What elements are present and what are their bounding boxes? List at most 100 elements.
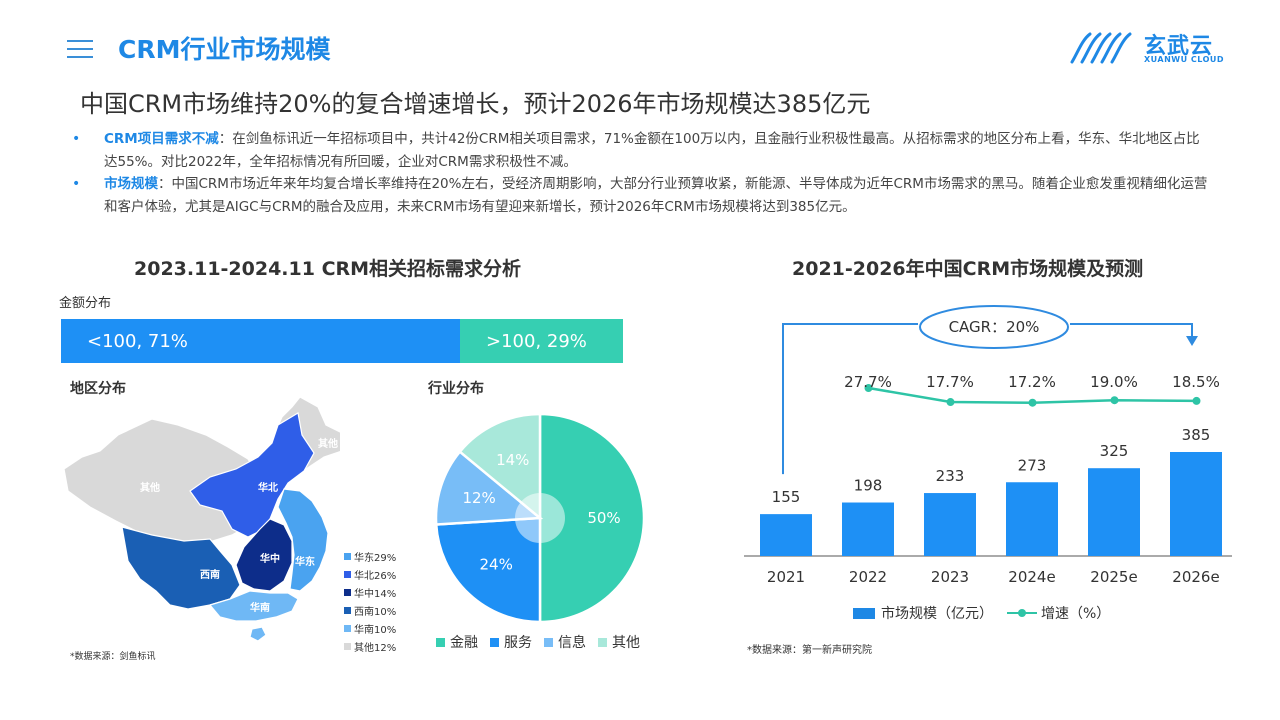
x-tick-label: 2022 [849,568,887,586]
industry-label: 行业分布 [428,381,484,397]
pie-divider-3 [520,501,541,519]
map-label-south: 华南 [250,601,270,614]
growth-point [864,384,873,393]
map-legend-swatch [344,624,351,632]
pie-legend-label: 服务 [504,635,532,651]
map-region-hainan [249,626,267,642]
bullet-item: • CRM项目需求不减：在剑鱼标讯近一年招标项目中，共计42份CRM相关项目需求… [72,128,1212,173]
bullet-list: • CRM项目需求不减：在剑鱼标讯近一年招标项目中，共计42份CRM相关项目需求… [72,128,1212,218]
pie-slice-2 [434,449,544,526]
pie-legend: 金融 服务 信息 其他 [436,632,652,652]
map-region-south [208,590,299,622]
logo-subtext: XUANWU CLOUD [1144,55,1225,64]
map-legend-swatch [344,606,351,614]
x-tick-label: 2021 [767,568,805,586]
left-source-note: *数据来源：剑鱼标讯 [70,652,156,662]
bar-2026e [1170,452,1222,556]
map-legend-swatch [344,588,351,596]
map-label-east: 华东 [295,555,315,568]
logo: 玄武云 XUANWU CLOUD [1068,28,1228,72]
map-region-north [189,412,315,538]
pie-slice-1 [434,516,542,624]
pie-legend-item-1: 服务 [490,632,532,652]
logo-mark-icon [1070,32,1132,64]
map-legend-swatch [344,552,351,560]
bar-chart-legend: 市场规模（亿元） 增速（%） [853,603,1110,623]
pie-label-1: 24% [480,556,513,574]
map-legend-item-5: 其他12% [344,637,396,655]
map-legend-item-4: 华南10% [344,619,396,637]
pie-legend-label: 其他 [612,635,640,651]
logo-text: 玄武云 [1144,34,1214,59]
bullet-text: ：在剑鱼标讯近一年招标项目中，共计42份CRM相关项目需求，71%金额在100万… [104,131,1200,170]
headline: 中国CRM市场维持20%的复合增速增长，预计2026年市场规模达385亿元 [80,90,871,118]
growth-label: 27.7% [844,373,892,391]
cagr-arrow-icon [1186,336,1198,346]
pie-slice-3 [458,412,542,521]
map-legend-label: 西南10% [354,606,397,618]
legend-line-label: 增速（%） [1041,606,1111,622]
map-region-central [235,518,293,592]
map-legend-label: 华中14% [354,588,397,600]
bar-value-label: 155 [772,488,801,506]
industry-pie-chart: 50% 24% 12% 14% [434,412,646,624]
map-label-north: 华北 [258,481,278,494]
map-legend-item-0: 华东29% [344,547,396,565]
china-region-map: 其他 其他 华北 西南 华中 华东 华南 [63,396,340,642]
pie-legend-item-0: 金融 [436,632,478,652]
bar-value-label: 198 [854,477,883,495]
growth-label: 18.5% [1172,373,1220,391]
bullet-dot: • [72,176,81,192]
menu-icon[interactable] [67,40,93,58]
map-label-central: 华中 [260,552,280,565]
map-legend-item-2: 华中14% [344,583,396,601]
pie-label-2: 12% [462,489,495,507]
map-legend-label: 华北26% [354,570,397,582]
legend-bar-label: 市场规模（亿元） [881,606,993,622]
bar-value-label: 273 [1018,456,1047,474]
amount-segment-0: <100, 71% [61,319,461,363]
pie-legend-swatch [598,637,607,647]
pie-label-3: 14% [496,451,529,469]
map-legend-swatch [344,570,351,578]
bar-value-label: 325 [1100,442,1129,460]
bar-2023 [924,493,976,556]
growth-point [1192,396,1201,405]
right-source-note: *数据来源：第一新声研究院 [747,645,872,656]
legend-line-swatch [1007,607,1037,619]
bullet-item: • 市场规模：中国CRM市场近年来年均复合增长率维持在20%左右，受经济周期影响… [72,173,1212,218]
map-label-other-northeast: 其他 [318,437,338,450]
growth-point [1028,398,1037,407]
amount-bar: <100, 71% >100, 29% [61,319,623,363]
cagr-label: CAGR：20% [949,318,1040,336]
map-legend-label: 华东29% [354,552,397,564]
x-tick-label: 2025e [1090,568,1137,586]
growth-point [946,398,955,407]
map-label-other-west: 其他 [140,481,160,494]
legend-bar-swatch [853,607,875,619]
bullet-key: 市场规模 [104,176,158,192]
region-label: 地区分布 [70,381,126,397]
pie-slice-0 [538,412,646,624]
pie-legend-label: 信息 [558,635,586,651]
section-title: CRM行业市场规模 [118,35,331,64]
bullet-dot: • [72,131,81,147]
growth-label: 17.2% [1008,373,1056,391]
map-legend-label: 华南10% [354,624,397,636]
amount-label: 金额分布 [59,296,112,311]
pie-legend-swatch [436,637,445,647]
map-legend-swatch [344,642,351,650]
bar-2024e [1006,482,1058,556]
growth-label: 19.0% [1090,373,1138,391]
growth-point [1110,396,1119,405]
x-tick-label: 2023 [931,568,969,586]
x-tick-label: 2026e [1172,568,1219,586]
map-legend-item-1: 华北26% [344,565,396,583]
map-region-east [277,488,329,592]
pie-divider-2 [515,517,541,521]
cagr-bubble [919,305,1069,349]
pie-legend-swatch [490,637,499,647]
map-legend-label: 其他12% [354,642,397,654]
cagr-connector-left [782,323,918,475]
amount-segment-1: >100, 29% [460,319,623,363]
